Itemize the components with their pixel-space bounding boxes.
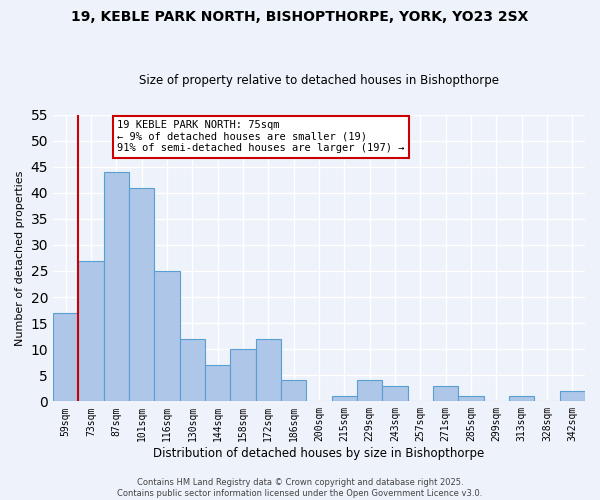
Text: 19, KEBLE PARK NORTH, BISHOPTHORPE, YORK, YO23 2SX: 19, KEBLE PARK NORTH, BISHOPTHORPE, YORK… bbox=[71, 10, 529, 24]
Bar bbox=[256, 339, 281, 402]
Bar bbox=[205, 365, 230, 402]
Bar bbox=[129, 188, 154, 402]
Title: Size of property relative to detached houses in Bishopthorpe: Size of property relative to detached ho… bbox=[139, 74, 499, 87]
Bar bbox=[560, 391, 585, 402]
X-axis label: Distribution of detached houses by size in Bishopthorpe: Distribution of detached houses by size … bbox=[154, 447, 485, 460]
Bar bbox=[79, 260, 104, 402]
Text: 19 KEBLE PARK NORTH: 75sqm
← 9% of detached houses are smaller (19)
91% of semi-: 19 KEBLE PARK NORTH: 75sqm ← 9% of detac… bbox=[117, 120, 404, 154]
Text: Contains HM Land Registry data © Crown copyright and database right 2025.
Contai: Contains HM Land Registry data © Crown c… bbox=[118, 478, 482, 498]
Bar bbox=[179, 339, 205, 402]
Y-axis label: Number of detached properties: Number of detached properties bbox=[15, 170, 25, 346]
Bar bbox=[154, 271, 179, 402]
Bar bbox=[230, 349, 256, 402]
Bar bbox=[458, 396, 484, 402]
Bar bbox=[433, 386, 458, 402]
Bar bbox=[509, 396, 535, 402]
Bar bbox=[53, 312, 79, 402]
Bar bbox=[332, 396, 357, 402]
Bar bbox=[104, 172, 129, 402]
Bar bbox=[281, 380, 307, 402]
Bar bbox=[382, 386, 407, 402]
Bar bbox=[357, 380, 382, 402]
